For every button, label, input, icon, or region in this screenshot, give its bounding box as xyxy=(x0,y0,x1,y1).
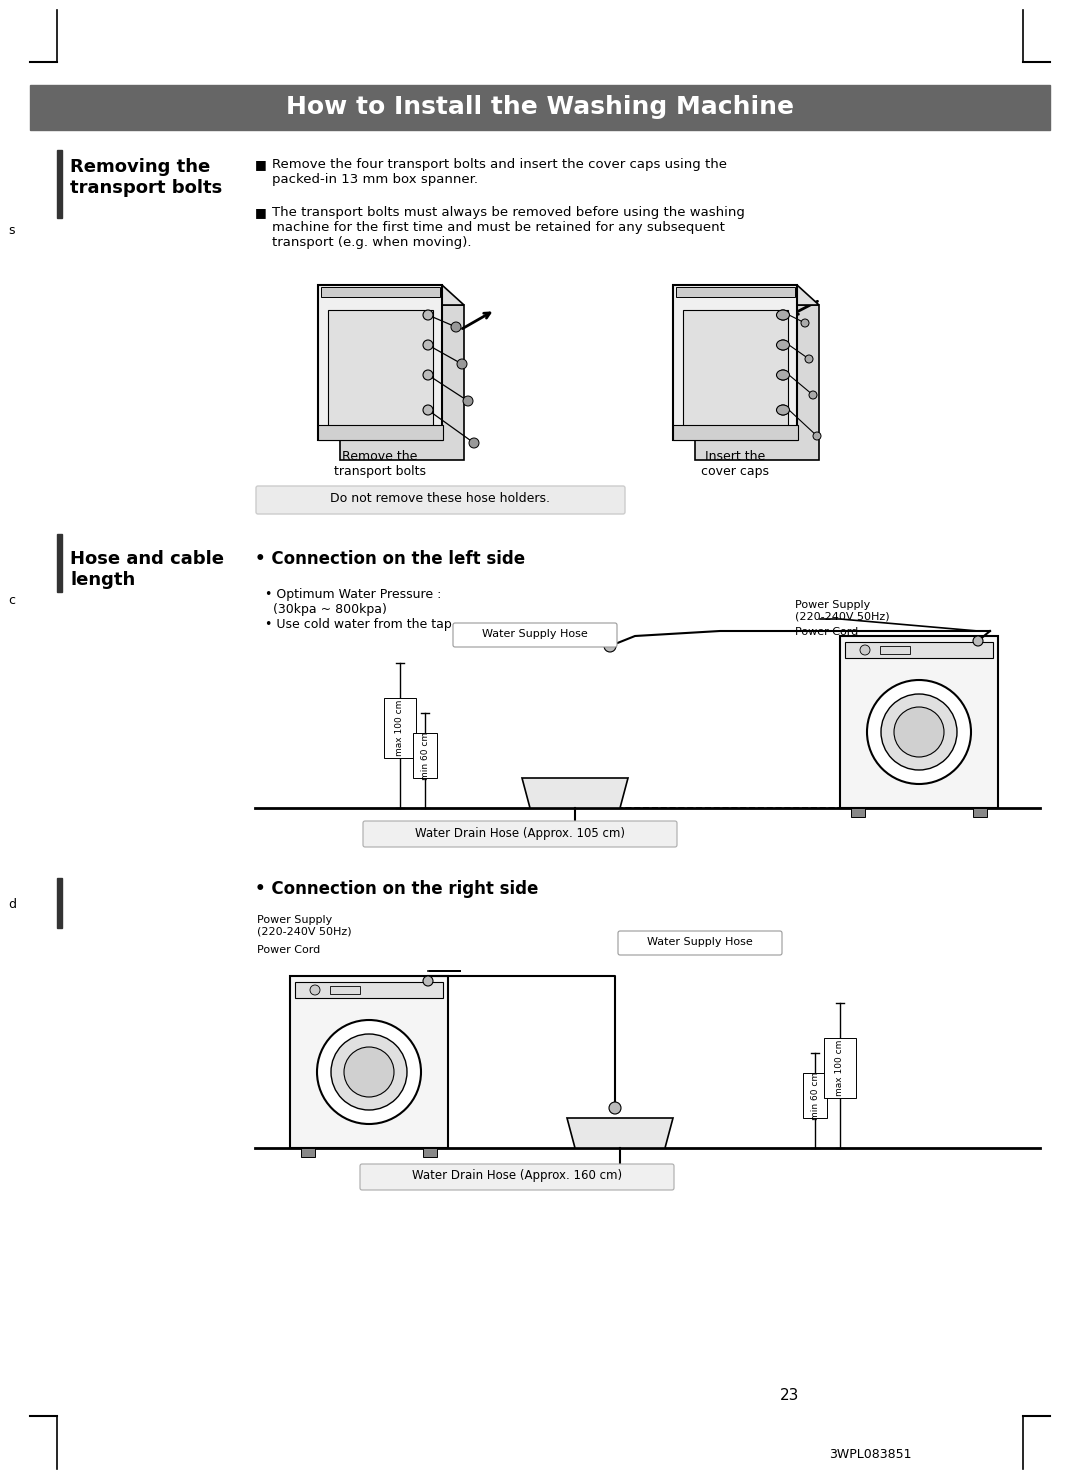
Ellipse shape xyxy=(777,340,789,351)
Text: • Optimum Water Pressure :
  (30kpa ~ 800kpa)
• Use cold water from the tap: • Optimum Water Pressure : (30kpa ~ 800k… xyxy=(265,589,451,632)
Ellipse shape xyxy=(777,370,789,380)
Circle shape xyxy=(881,694,957,771)
Circle shape xyxy=(778,405,788,416)
Text: s: s xyxy=(8,223,14,237)
Text: How to Install the Washing Machine: How to Install the Washing Machine xyxy=(286,95,794,118)
Polygon shape xyxy=(318,285,464,305)
Text: Insert the
cover caps: Insert the cover caps xyxy=(701,450,769,478)
Circle shape xyxy=(778,311,788,319)
Bar xyxy=(851,808,865,816)
Circle shape xyxy=(423,311,433,319)
Circle shape xyxy=(463,396,473,407)
Text: Remove the four transport bolts and insert the cover caps using the
packed-in 13: Remove the four transport bolts and inse… xyxy=(272,158,727,186)
Text: • Connection on the left side: • Connection on the left side xyxy=(255,550,525,568)
Text: Power Supply
(220-240V 50Hz): Power Supply (220-240V 50Hz) xyxy=(795,600,890,621)
Text: Water Drain Hose (Approx. 105 cm): Water Drain Hose (Approx. 105 cm) xyxy=(415,827,625,840)
Bar xyxy=(880,646,910,654)
Bar xyxy=(673,424,798,439)
Bar xyxy=(318,424,443,439)
Circle shape xyxy=(423,976,433,986)
Circle shape xyxy=(778,370,788,380)
Text: max 100 cm: max 100 cm xyxy=(836,1040,845,1096)
Circle shape xyxy=(973,636,983,646)
Circle shape xyxy=(860,645,870,655)
Bar xyxy=(423,1148,437,1157)
Circle shape xyxy=(469,438,480,448)
Text: ■: ■ xyxy=(255,206,267,219)
Text: Water Drain Hose (Approx. 160 cm): Water Drain Hose (Approx. 160 cm) xyxy=(411,1170,622,1183)
Bar xyxy=(57,534,62,592)
Bar xyxy=(413,734,437,778)
Text: Do not remove these hose holders.: Do not remove these hose holders. xyxy=(330,493,550,506)
Bar xyxy=(845,642,993,658)
FancyBboxPatch shape xyxy=(256,487,625,515)
Circle shape xyxy=(423,370,433,380)
Text: min 60 cm: min 60 cm xyxy=(810,1072,820,1120)
Ellipse shape xyxy=(777,311,789,319)
Text: Water Supply Hose: Water Supply Hose xyxy=(647,938,753,947)
Text: Power Cord: Power Cord xyxy=(795,627,859,637)
Bar xyxy=(291,976,448,1148)
Circle shape xyxy=(809,390,816,399)
Polygon shape xyxy=(567,1118,673,1148)
Text: Hose and cable
length: Hose and cable length xyxy=(70,550,224,589)
Circle shape xyxy=(423,340,433,351)
Polygon shape xyxy=(673,285,819,305)
Polygon shape xyxy=(340,305,464,460)
Bar xyxy=(973,808,987,816)
Text: Water Supply Hose: Water Supply Hose xyxy=(482,629,588,639)
Bar xyxy=(295,982,443,998)
Circle shape xyxy=(310,985,320,995)
Text: Remove the
transport bolts: Remove the transport bolts xyxy=(334,450,426,478)
Bar xyxy=(804,1072,827,1118)
FancyBboxPatch shape xyxy=(363,821,677,847)
Text: c: c xyxy=(8,593,15,606)
Bar xyxy=(824,1038,856,1097)
Text: d: d xyxy=(8,899,16,911)
Text: min 60 cm: min 60 cm xyxy=(420,732,430,779)
Polygon shape xyxy=(696,305,819,460)
Circle shape xyxy=(604,640,616,652)
Polygon shape xyxy=(318,285,442,439)
Circle shape xyxy=(423,405,433,416)
Circle shape xyxy=(457,359,467,368)
Text: Power Supply
(220-240V 50Hz): Power Supply (220-240V 50Hz) xyxy=(257,916,352,936)
Bar xyxy=(328,311,433,430)
Bar xyxy=(676,287,795,297)
Bar xyxy=(840,636,998,808)
Bar xyxy=(57,149,62,217)
Text: 3WPL083851: 3WPL083851 xyxy=(828,1448,912,1461)
Circle shape xyxy=(894,707,944,757)
Text: Power Cord: Power Cord xyxy=(257,945,321,955)
Text: • Connection on the right side: • Connection on the right side xyxy=(255,880,538,898)
Polygon shape xyxy=(673,285,797,439)
Ellipse shape xyxy=(777,405,789,416)
FancyBboxPatch shape xyxy=(360,1164,674,1191)
FancyBboxPatch shape xyxy=(453,623,617,646)
Circle shape xyxy=(451,322,461,331)
Polygon shape xyxy=(522,778,627,808)
Text: The transport bolts must always be removed before using the washing
machine for : The transport bolts must always be remov… xyxy=(272,206,745,248)
Bar xyxy=(301,1148,315,1157)
Bar xyxy=(30,84,1050,130)
Circle shape xyxy=(609,1102,621,1114)
Bar xyxy=(321,287,440,297)
Circle shape xyxy=(813,432,821,439)
Bar xyxy=(384,698,416,759)
Bar xyxy=(330,986,360,994)
Text: max 100 cm: max 100 cm xyxy=(395,700,405,756)
Circle shape xyxy=(778,340,788,351)
Circle shape xyxy=(805,355,813,362)
Bar xyxy=(57,879,62,927)
Text: ■: ■ xyxy=(255,158,267,172)
FancyBboxPatch shape xyxy=(618,930,782,955)
Bar xyxy=(683,311,788,430)
Circle shape xyxy=(867,680,971,784)
Text: Removing the
transport bolts: Removing the transport bolts xyxy=(70,158,222,197)
Circle shape xyxy=(330,1034,407,1111)
Circle shape xyxy=(318,1021,421,1124)
Text: 23: 23 xyxy=(781,1387,799,1402)
Circle shape xyxy=(345,1047,394,1097)
Circle shape xyxy=(801,319,809,327)
